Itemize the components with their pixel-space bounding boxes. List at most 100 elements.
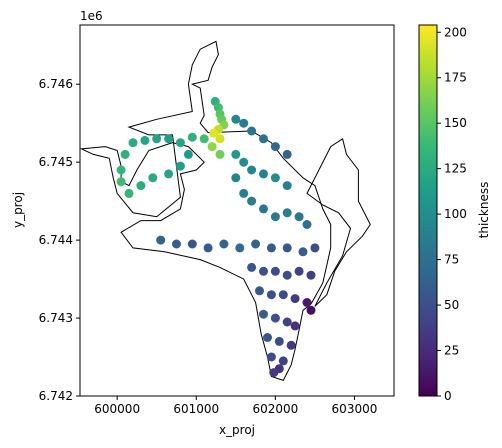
data-point: [269, 368, 279, 378]
colorbar-label: thickness: [477, 182, 491, 239]
x-tick-label: 603000: [332, 402, 378, 416]
data-point: [290, 321, 300, 331]
data-point: [310, 243, 320, 253]
data-point: [187, 132, 197, 142]
data-point: [247, 165, 257, 175]
data-point: [259, 309, 268, 319]
data-point: [183, 149, 193, 159]
colorbar-tick-label: 25: [444, 344, 459, 358]
data-point: [175, 138, 185, 148]
data-point: [239, 118, 249, 128]
plot-area: [80, 40, 371, 382]
y-tick-label: 6.743: [39, 311, 73, 325]
y-tick-label: 6.742: [39, 389, 73, 403]
data-point: [282, 181, 292, 191]
data-point: [207, 142, 217, 152]
data-point: [164, 134, 174, 144]
data-point: [282, 243, 292, 253]
y-tick-label: 6.745: [39, 155, 73, 169]
data-point: [270, 313, 280, 323]
colorbar-tick-label: 175: [444, 71, 467, 85]
data-point: [282, 149, 292, 159]
data-point: [270, 173, 280, 183]
plot-frame: [79, 24, 395, 397]
data-point: [259, 134, 268, 144]
data-point: [270, 142, 280, 152]
data-point: [298, 247, 308, 257]
data-point: [294, 212, 304, 222]
data-point: [270, 212, 280, 222]
data-point: [259, 204, 268, 214]
data-point: [199, 134, 209, 144]
colorbar-tick-label: 50: [444, 298, 459, 312]
colorbar-tick-label: 125: [444, 162, 467, 176]
y-tick-label: 6.746: [39, 77, 73, 91]
colorbar-tick-label: 200: [444, 25, 467, 39]
data-point: [116, 177, 126, 187]
data-point: [278, 290, 288, 300]
data-point: [120, 149, 130, 159]
x-tick-label: 600000: [94, 402, 140, 416]
colorbar-axis: 0 25 50 75 100 125 150 175 200: [437, 25, 467, 403]
data-point: [140, 135, 150, 145]
y-axis: 6.742 6.743 6.744 6.745 6.746: [39, 77, 80, 403]
glacier-outline: [80, 40, 332, 382]
data-point: [263, 333, 272, 342]
data-point: [302, 298, 312, 307]
data-point: [266, 352, 276, 362]
data-point: [282, 208, 292, 218]
data-point: [215, 134, 225, 144]
data-point: [266, 243, 276, 253]
data-point: [128, 138, 138, 148]
data-point: [239, 188, 249, 198]
data-point: [282, 270, 292, 280]
y-tick-label: 6.744: [39, 233, 73, 247]
x-tick-label: 602000: [252, 402, 298, 416]
y-offset-label: 1e6: [80, 9, 103, 23]
colorbar-tick-label: 100: [444, 207, 467, 221]
data-point: [156, 235, 166, 245]
colorbar: [418, 24, 438, 397]
data-point: [231, 173, 241, 183]
data-point: [270, 266, 280, 276]
data-point: [286, 340, 296, 350]
data-point: [259, 169, 268, 179]
data-point: [235, 243, 245, 253]
data-point: [124, 188, 134, 198]
data-point: [282, 317, 292, 327]
data-point: [231, 149, 241, 159]
data-point: [175, 161, 185, 171]
data-point: [278, 356, 288, 366]
data-point: [152, 134, 162, 144]
data-point: [259, 266, 268, 276]
colorbar-tick-label: 0: [444, 389, 452, 403]
data-point: [239, 157, 249, 167]
data-point: [209, 128, 219, 138]
data-point: [247, 262, 257, 272]
y-axis-label: y_proj: [11, 192, 25, 228]
x-tick-label: 601000: [173, 402, 219, 416]
data-point: [290, 294, 300, 304]
data-point: [215, 149, 225, 159]
data-point: [148, 173, 158, 183]
x-axis-label: x_proj: [219, 423, 255, 437]
data-point: [231, 114, 241, 124]
data-point: [187, 239, 197, 249]
data-point: [203, 243, 213, 253]
data-point: [116, 165, 126, 175]
data-point: [172, 239, 181, 249]
data-point: [164, 169, 174, 179]
colorbar-tick-label: 75: [444, 253, 459, 267]
data-point: [274, 336, 284, 346]
data-point: [294, 266, 304, 276]
x-axis: 600000 601000 602000 603000: [94, 396, 377, 416]
data-point: [302, 220, 312, 229]
colorbar-tick-label: 150: [444, 116, 467, 130]
glacier-outline-east: [306, 137, 371, 307]
data-point: [306, 270, 316, 280]
data-point: [136, 181, 146, 191]
data-point: [255, 286, 264, 296]
data-point: [247, 196, 257, 206]
data-point: [306, 305, 316, 315]
